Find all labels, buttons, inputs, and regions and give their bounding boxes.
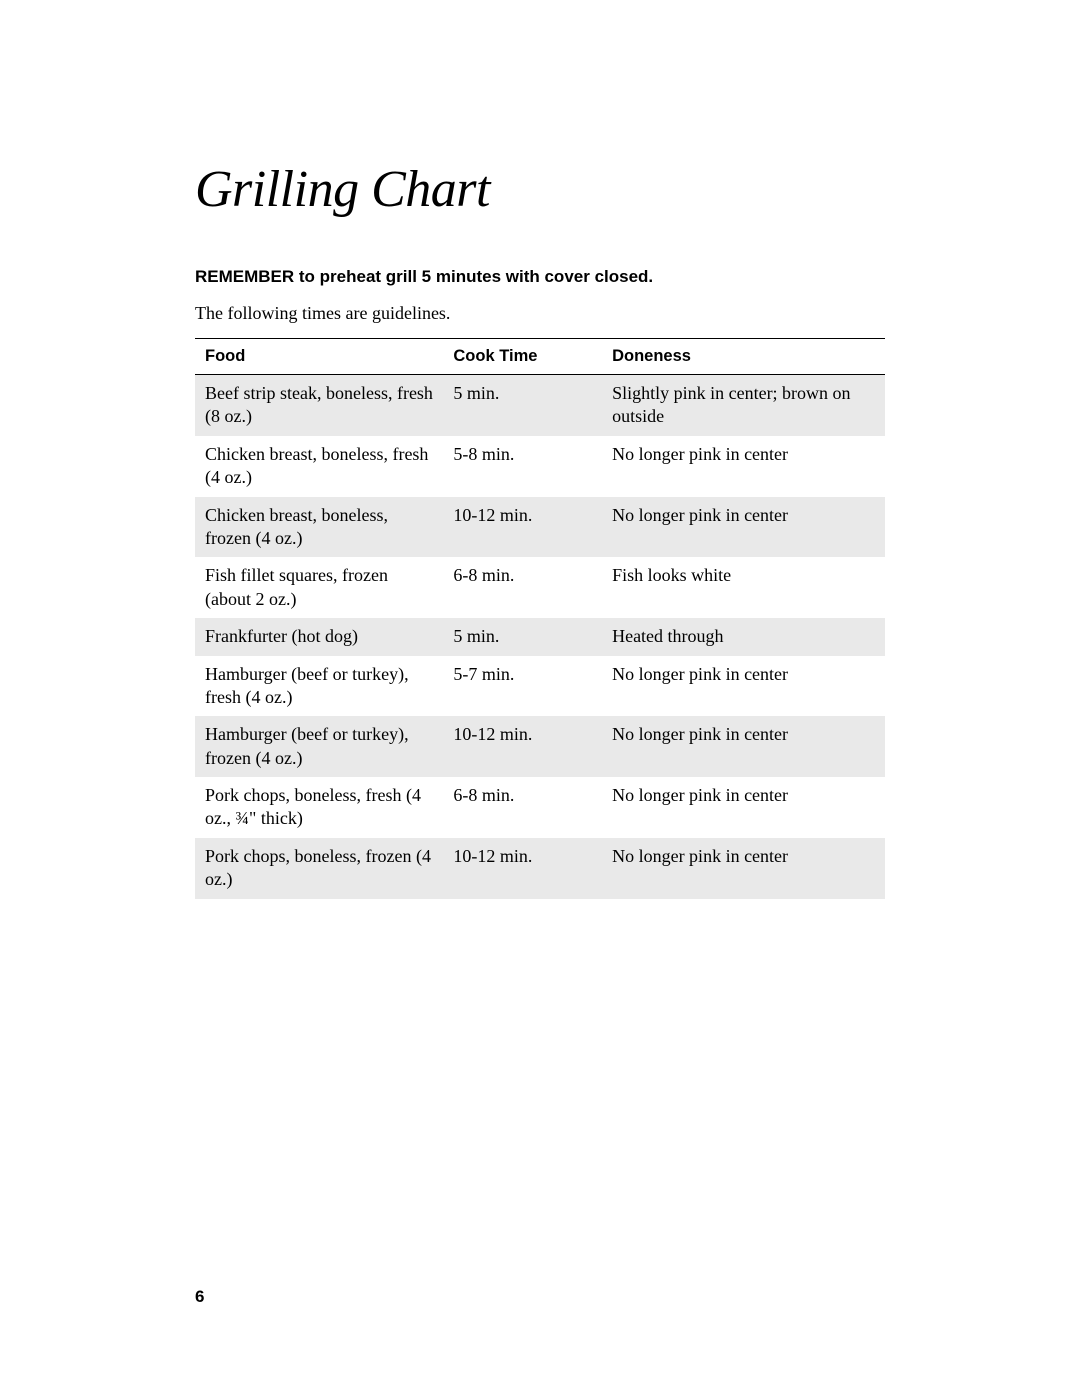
cell-time: 5-7 min. [443, 656, 602, 717]
table-row: Hamburger (beef or turkey), frozen (4 oz… [195, 716, 885, 777]
cell-time: 6-8 min. [443, 557, 602, 618]
cell-time: 10-12 min. [443, 716, 602, 777]
cell-time: 6-8 min. [443, 777, 602, 838]
table-row: Pork chops, boneless, frozen (4 oz.) 10-… [195, 838, 885, 899]
table-header-row: Food Cook Time Doneness [195, 339, 885, 375]
cell-doneness: No longer pink in center [602, 436, 885, 497]
cell-food: Pork chops, boneless, frozen (4 oz.) [195, 838, 443, 899]
column-header-doneness: Doneness [602, 339, 885, 375]
table-row: Chicken breast, boneless, fresh (4 oz.) … [195, 436, 885, 497]
cell-doneness: Slightly pink in center; brown on outsid… [602, 375, 885, 436]
cell-doneness: No longer pink in center [602, 656, 885, 717]
cell-food: Hamburger (beef or turkey), frozen (4 oz… [195, 716, 443, 777]
reminder-text: REMEMBER to preheat grill 5 minutes with… [195, 267, 885, 287]
cell-doneness: Heated through [602, 618, 885, 655]
table-row: Fish fillet squares, frozen (about 2 oz.… [195, 557, 885, 618]
table-row: Chicken breast, boneless, frozen (4 oz.)… [195, 497, 885, 558]
grilling-table: Food Cook Time Doneness Beef strip steak… [195, 338, 885, 899]
cell-food: Frankfurter (hot dog) [195, 618, 443, 655]
cell-doneness: No longer pink in center [602, 777, 885, 838]
cell-time: 10-12 min. [443, 497, 602, 558]
page-title: Grilling Chart [195, 160, 885, 219]
cell-time: 10-12 min. [443, 838, 602, 899]
table-row: Beef strip steak, boneless, fresh (8 oz.… [195, 375, 885, 436]
cell-food: Beef strip steak, boneless, fresh (8 oz.… [195, 375, 443, 436]
cell-food: Chicken breast, boneless, fresh (4 oz.) [195, 436, 443, 497]
cell-food: Pork chops, boneless, fresh (4 oz., ¾" t… [195, 777, 443, 838]
cell-time: 5-8 min. [443, 436, 602, 497]
cell-time: 5 min. [443, 375, 602, 436]
page-content: Grilling Chart REMEMBER to preheat grill… [0, 0, 1080, 899]
cell-food: Chicken breast, boneless, frozen (4 oz.) [195, 497, 443, 558]
table-body: Beef strip steak, boneless, fresh (8 oz.… [195, 375, 885, 899]
cell-doneness: No longer pink in center [602, 497, 885, 558]
table-row: Pork chops, boneless, fresh (4 oz., ¾" t… [195, 777, 885, 838]
cell-doneness: Fish looks white [602, 557, 885, 618]
guidelines-text: The following times are guidelines. [195, 303, 885, 324]
column-header-food: Food [195, 339, 443, 375]
cell-doneness: No longer pink in center [602, 838, 885, 899]
page-number: 6 [195, 1287, 204, 1307]
cell-doneness: No longer pink in center [602, 716, 885, 777]
table-row: Frankfurter (hot dog) 5 min. Heated thro… [195, 618, 885, 655]
table-row: Hamburger (beef or turkey), fresh (4 oz.… [195, 656, 885, 717]
column-header-cook-time: Cook Time [443, 339, 602, 375]
cell-food: Fish fillet squares, frozen (about 2 oz.… [195, 557, 443, 618]
cell-time: 5 min. [443, 618, 602, 655]
cell-food: Hamburger (beef or turkey), fresh (4 oz.… [195, 656, 443, 717]
